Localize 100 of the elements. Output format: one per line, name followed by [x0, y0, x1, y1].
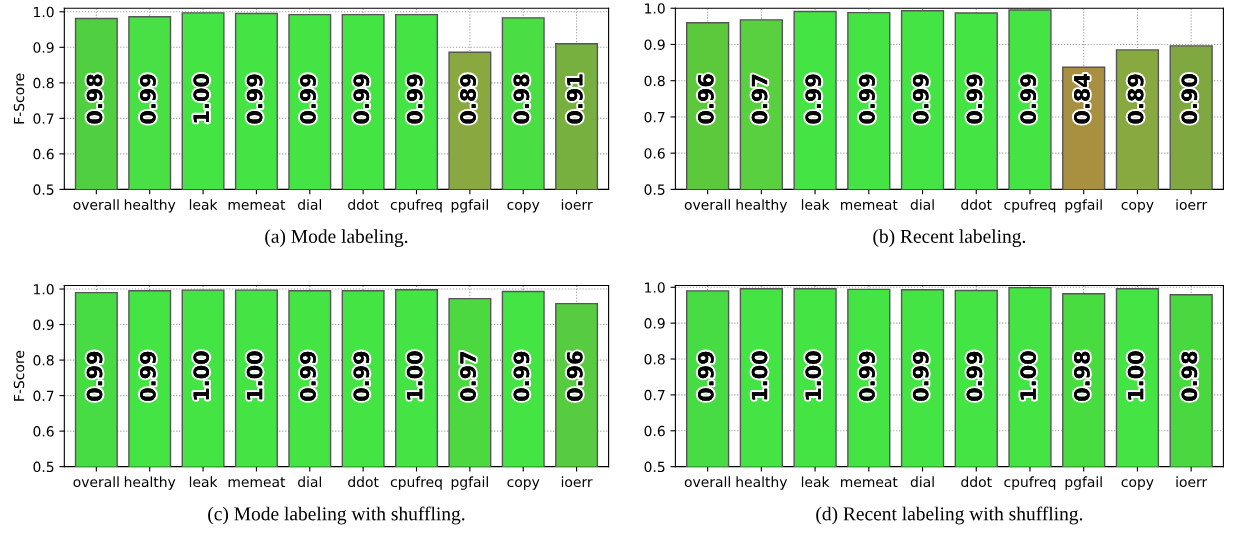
data-label: 1.00 — [406, 351, 423, 400]
y-tick-label: 0.6 — [33, 148, 54, 160]
data-label: 0.99 — [246, 74, 263, 124]
y-tick-label: 0.8 — [33, 77, 54, 89]
data-label: 0.99 — [912, 74, 929, 124]
data-label: 0.99 — [353, 74, 370, 124]
data-label: 0.99 — [353, 351, 370, 401]
data-label: 0.91 — [566, 74, 583, 124]
x-tick-label: dial — [298, 476, 321, 488]
x-tick-label: healthy — [736, 476, 788, 490]
x-tick-label: memeat — [228, 199, 286, 210]
y-tick-label: 0.5 — [33, 461, 54, 473]
x-tick-label: healthy — [124, 476, 176, 490]
x-tick-label: cpufreq — [1004, 476, 1056, 490]
data-label: 0.99 — [859, 74, 875, 124]
y-tick-label: 0.5 — [644, 184, 665, 195]
x-tick-label: pgfail — [451, 199, 488, 213]
y-tick-label: 0.7 — [644, 111, 665, 123]
x-tick-label: overall — [73, 476, 119, 488]
y-tick-label: 0.5 — [644, 461, 665, 473]
x-tick-label: healthy — [736, 199, 788, 213]
x-tick-label: cpufreq — [390, 199, 442, 213]
x-tick-label: pgfail — [1065, 476, 1102, 490]
data-label: 0.98 — [1181, 351, 1198, 401]
data-label: 0.98 — [1074, 351, 1090, 401]
y-tick-label: 0.6 — [644, 148, 665, 159]
data-label: 0.96 — [697, 74, 714, 124]
data-label: 1.00 — [805, 351, 822, 400]
y-tick-label: 0.6 — [644, 425, 665, 437]
data-label: 1.00 — [193, 74, 210, 123]
data-label: 0.99 — [139, 351, 156, 401]
text: (a) Mode labeling. — [265, 229, 408, 247]
y-tick-label: 0.9 — [33, 319, 54, 331]
x-tick-label: leak — [189, 476, 218, 488]
x-tick-label: memeat — [841, 199, 898, 210]
data-label: 0.99 — [513, 351, 530, 401]
data-label: 0.99 — [805, 74, 822, 124]
x-tick-label: overall — [684, 199, 730, 210]
x-tick-label: ddot — [961, 199, 992, 210]
x-tick-label: ddot — [961, 476, 992, 488]
x-tick-label: ioerr — [561, 199, 593, 210]
x-tick-label: leak — [801, 476, 830, 488]
data-label: 0.84 — [1074, 74, 1090, 124]
data-label: 0.99 — [1020, 74, 1037, 124]
data-label: 0.97 — [751, 74, 768, 124]
y-tick-label: 0.6 — [33, 426, 54, 437]
data-label: 1.00 — [1020, 351, 1037, 400]
y-tick-label: 0.8 — [644, 75, 665, 87]
x-tick-label: ddot — [348, 476, 379, 488]
x-tick-label: memeat — [841, 477, 898, 488]
x-tick-label: ddot — [348, 199, 379, 210]
y-tick-label: 0.8 — [33, 355, 54, 366]
x-tick-label: memeat — [228, 477, 286, 488]
data-label: 0.99 — [966, 74, 983, 124]
data-label: 0.97 — [460, 352, 476, 401]
data-label: 0.99 — [912, 351, 929, 401]
x-tick-label: copy — [1121, 479, 1154, 490]
data-label: 0.98 — [86, 74, 103, 124]
x-tick-label: copy — [507, 479, 540, 490]
data-label: 0.99 — [139, 74, 156, 124]
data-label: 1.00 — [751, 351, 768, 400]
data-label: 0.98 — [513, 74, 530, 124]
data-label: 0.99 — [859, 351, 875, 401]
x-tick-label: dial — [298, 199, 321, 210]
y-tick-label: 1.0 — [34, 6, 54, 18]
text: (d) Recent labeling with shuffling. — [816, 506, 1083, 525]
data-label: 0.99 — [406, 74, 423, 124]
x-tick-label: overall — [73, 199, 119, 210]
data-label: 0.99 — [86, 351, 103, 401]
y-tick-label: 0.9 — [33, 42, 54, 53]
y-tick-label: 0.7 — [644, 389, 665, 401]
data-label: 0.96 — [566, 351, 583, 401]
y-axis-title: F-Score — [13, 350, 25, 401]
x-tick-label: leak — [189, 199, 218, 210]
y-tick-label: 1.0 — [645, 282, 665, 293]
y-axis-title: F-Score — [13, 73, 25, 124]
text: (b) Recent labeling. — [873, 229, 1026, 247]
data-label: 1.00 — [193, 351, 210, 400]
text: (c) Mode labeling with shuffling. — [208, 506, 465, 525]
data-label: 0.99 — [966, 351, 983, 401]
data-label: 0.99 — [300, 74, 316, 124]
x-tick-label: cpufreq — [1004, 199, 1056, 213]
data-label: 0.89 — [1127, 74, 1144, 124]
x-tick-label: leak — [801, 199, 830, 210]
data-label: 0.99 — [300, 351, 316, 401]
x-tick-label: healthy — [124, 199, 176, 213]
x-tick-label: copy — [1121, 201, 1154, 213]
x-tick-label: pgfail — [1065, 199, 1102, 213]
data-label: 0.99 — [697, 351, 714, 401]
x-tick-label: dial — [910, 476, 934, 488]
data-label: 1.00 — [246, 351, 263, 400]
x-tick-label: cpufreq — [390, 476, 442, 490]
x-tick-label: ioerr — [1176, 476, 1208, 488]
data-label: 1.00 — [1127, 351, 1144, 400]
data-label: 0.90 — [1181, 74, 1198, 124]
data-label: 0.89 — [460, 74, 476, 124]
y-tick-label: 1.0 — [645, 3, 665, 14]
x-tick-label: ioerr — [1176, 199, 1208, 210]
y-tick-label: 0.7 — [33, 113, 54, 124]
x-tick-label: dial — [910, 199, 934, 210]
